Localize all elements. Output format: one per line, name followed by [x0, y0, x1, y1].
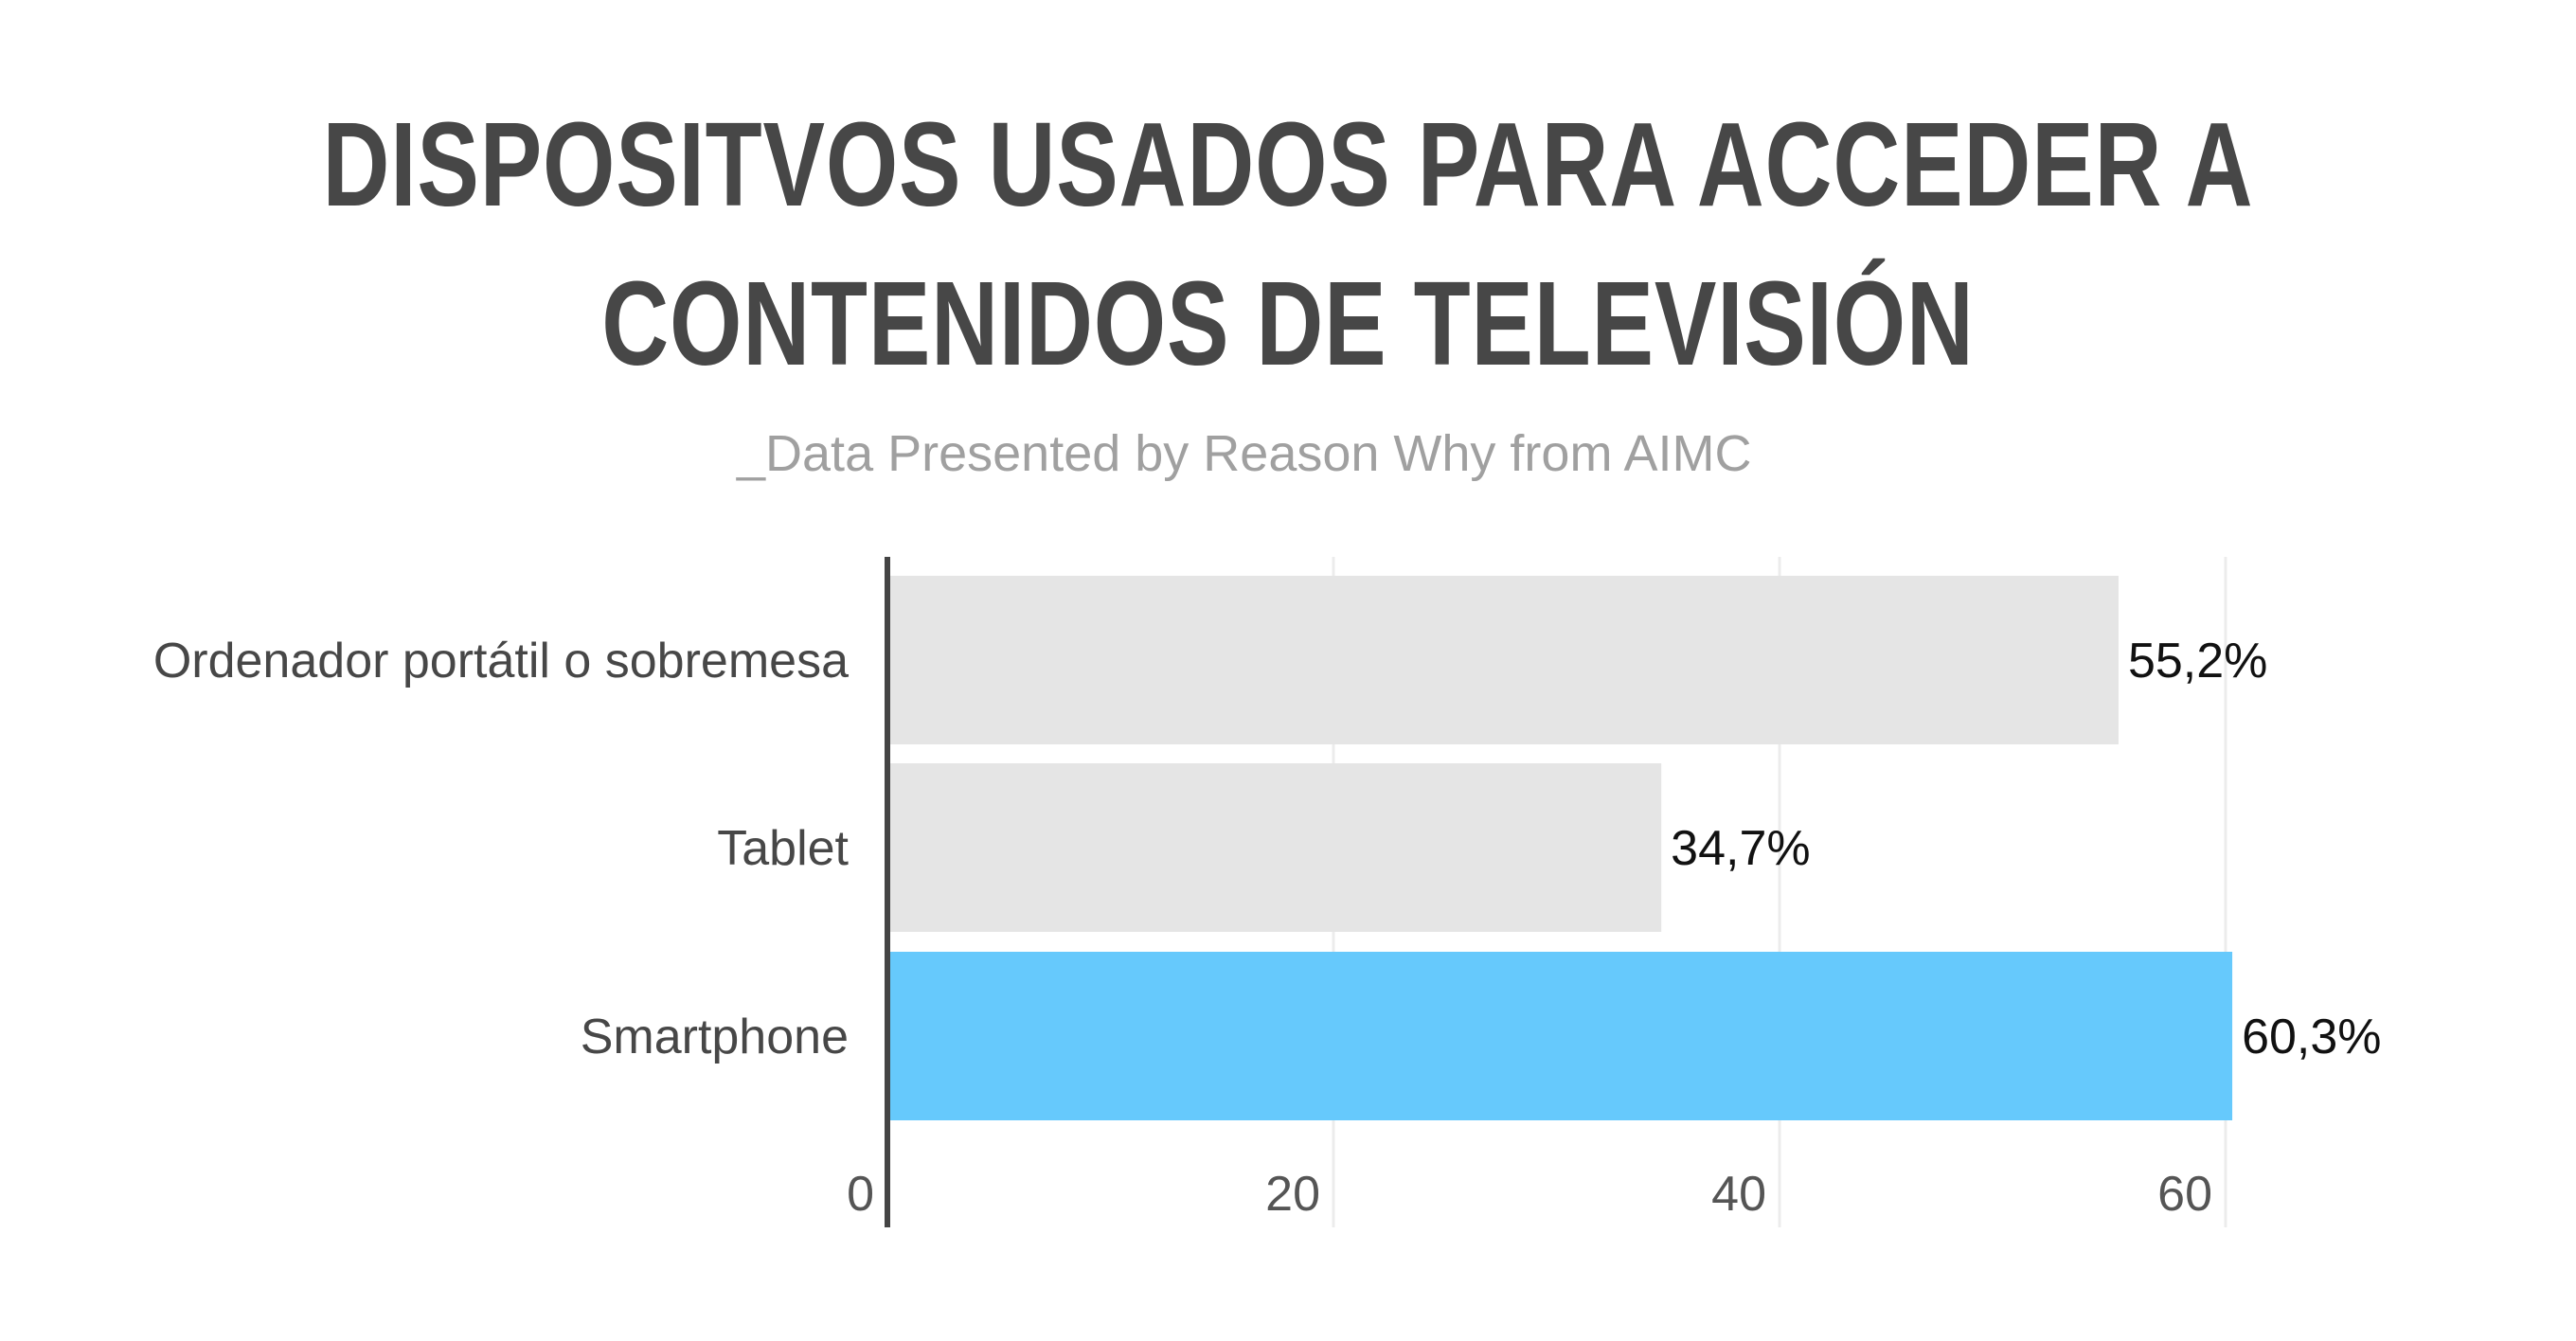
category-label: Tablet — [717, 821, 849, 876]
chart-subtitle: _Data Presented by Reason Why from AIMC — [737, 425, 1752, 482]
category-label: Smartphone — [581, 1010, 849, 1064]
chart-title-line-1: DISPOSITVOS USADOS PARA ACCEDER A — [322, 98, 2254, 231]
value-label: 55,2% — [2128, 634, 2267, 688]
axis: 0 20 40 60 — [847, 557, 2212, 1227]
bar-1 — [887, 763, 1662, 932]
x-tick-label: 0 — [847, 1167, 874, 1222]
chart-title-line-2: CONTENIDOS DE TELEVISIÓN — [601, 257, 1975, 390]
bars — [887, 576, 2233, 1120]
x-tick-label: 40 — [1711, 1167, 1766, 1222]
chart-title: DISPOSITVOS USADOS PARA ACCEDER A CONTEN… — [283, 85, 2293, 403]
category-label: Ordenador portátil o sobremesa — [153, 634, 849, 688]
x-tick-label: 60 — [2157, 1167, 2212, 1222]
value-label: 34,7% — [1671, 821, 1810, 876]
bar-2 — [887, 952, 2233, 1120]
labels: Ordenador portátil o sobremesa 55,2% Table… — [153, 634, 2382, 1064]
bar-0 — [887, 576, 2119, 744]
x-tick-label: 20 — [1265, 1167, 1320, 1222]
value-label: 60,3% — [2242, 1010, 2381, 1064]
